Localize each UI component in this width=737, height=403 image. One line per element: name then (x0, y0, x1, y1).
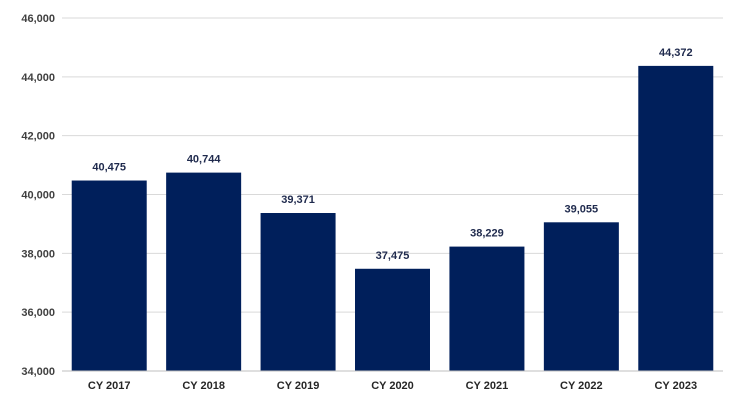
bar (71, 180, 147, 371)
y-tick-label: 40,000 (21, 190, 55, 202)
y-tick-label: 42,000 (21, 131, 55, 143)
data-label: 40,475 (92, 162, 126, 174)
y-tick-label: 44,000 (21, 72, 55, 84)
bar (355, 268, 430, 371)
data-labels: 40,475 40,744 39,371 37,475 38,229 39,055 44,3… (92, 47, 692, 262)
x-tick-label: CY 2020 (371, 380, 414, 392)
y-tick-label: 46,000 (21, 13, 55, 25)
data-label: 38,229 (470, 228, 504, 240)
y-tick-label: 34,000 (21, 366, 55, 378)
x-tick-label: CY 2022 (560, 380, 603, 392)
data-label: 44,372 (659, 47, 693, 59)
data-label: 40,744 (187, 154, 222, 166)
bars (71, 65, 714, 372)
data-label: 37,475 (376, 250, 410, 262)
bar (638, 65, 714, 372)
x-tick-label: CY 2019 (277, 380, 320, 392)
bar (449, 246, 525, 371)
bar (166, 172, 242, 371)
y-tick-label: 36,000 (21, 307, 55, 319)
x-tick-label: CY 2017 (88, 380, 131, 392)
y-axis: 34,000 36,000 38,000 40,000 42,000 44,000 46,0… (21, 13, 55, 378)
bar (543, 222, 619, 371)
y-tick-label: 38,000 (21, 248, 55, 260)
data-label: 39,371 (281, 194, 315, 206)
data-label: 39,055 (565, 203, 599, 215)
bar (260, 213, 336, 371)
x-tick-label: CY 2021 (466, 380, 509, 392)
x-axis: CY 2017 CY 2018 CY 2019 CY 2020 CY 2021 CY 20… (62, 370, 723, 392)
x-tick-label: CY 2018 (182, 380, 225, 392)
x-tick-label: CY 2023 (654, 380, 697, 392)
